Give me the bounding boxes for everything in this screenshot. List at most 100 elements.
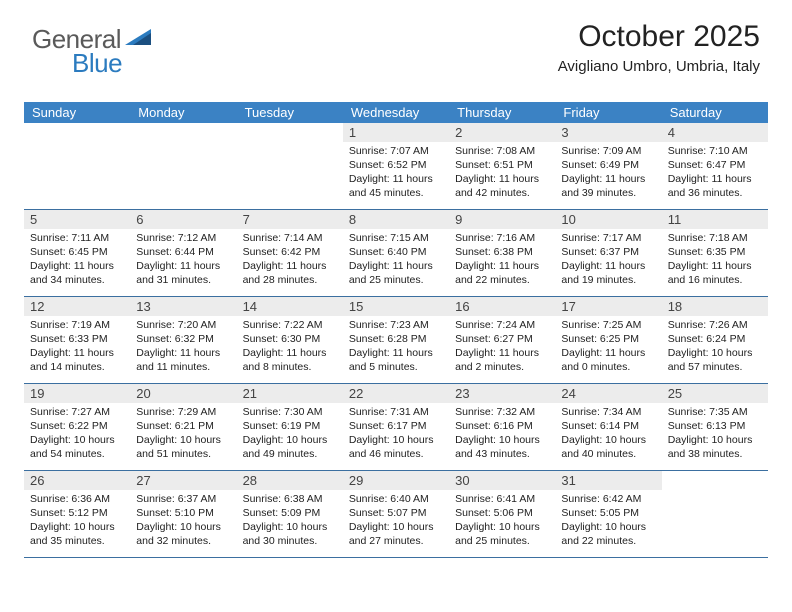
info-line: Sunrise: 6:42 AM xyxy=(561,493,655,507)
info-line: Sunset: 6:21 PM xyxy=(136,420,230,434)
day-info: Sunrise: 6:40 AMSunset: 5:07 PMDaylight:… xyxy=(349,493,443,548)
dow-friday: Friday xyxy=(555,102,661,123)
info-line: and 2 minutes. xyxy=(455,361,549,375)
day-number: 11 xyxy=(662,210,768,229)
info-line: Sunrise: 6:36 AM xyxy=(30,493,124,507)
dow-wednesday: Wednesday xyxy=(343,102,449,123)
info-line: Daylight: 11 hours xyxy=(668,260,762,274)
day-number: 7 xyxy=(237,210,343,229)
info-line: Daylight: 10 hours xyxy=(668,434,762,448)
day-number: 30 xyxy=(449,471,555,490)
day-number: 10 xyxy=(555,210,661,229)
info-line: Sunset: 6:30 PM xyxy=(243,333,337,347)
info-line: Sunset: 6:42 PM xyxy=(243,246,337,260)
day-cell: 7Sunrise: 7:14 AMSunset: 6:42 PMDaylight… xyxy=(237,210,343,296)
weeks-container: 1Sunrise: 7:07 AMSunset: 6:52 PMDaylight… xyxy=(24,123,768,558)
day-info: Sunrise: 7:25 AMSunset: 6:25 PMDaylight:… xyxy=(561,319,655,374)
day-info: Sunrise: 7:20 AMSunset: 6:32 PMDaylight:… xyxy=(136,319,230,374)
info-line: Sunrise: 7:35 AM xyxy=(668,406,762,420)
info-line: Sunrise: 7:14 AM xyxy=(243,232,337,246)
day-number: 25 xyxy=(662,384,768,403)
day-cell: 30 Sunrise: 6:41 AMSunset: 5:06 PMDayligh… xyxy=(449,471,555,557)
day-number: 29 xyxy=(343,471,449,490)
info-line: Daylight: 11 hours xyxy=(455,173,549,187)
day-cell: 25Sunrise: 7:35 AMSunset: 6:13 PMDayligh… xyxy=(662,384,768,470)
day-info: Sunrise: 7:11 AMSunset: 6:45 PMDaylight:… xyxy=(30,232,124,287)
dow-saturday: Saturday xyxy=(662,102,768,123)
day-info: Sunrise: 7:23 AMSunset: 6:28 PMDaylight:… xyxy=(349,319,443,374)
day-cell: 22Sunrise: 7:31 AMSunset: 6:17 PMDayligh… xyxy=(343,384,449,470)
info-line: Sunset: 5:05 PM xyxy=(561,507,655,521)
info-line: and 32 minutes. xyxy=(136,535,230,549)
info-line: and 22 minutes. xyxy=(455,274,549,288)
info-line: Daylight: 10 hours xyxy=(455,521,549,535)
info-line: Sunset: 6:17 PM xyxy=(349,420,443,434)
day-info: Sunrise: 7:08 AMSunset: 6:51 PMDaylight:… xyxy=(455,145,549,200)
info-line: Sunset: 6:45 PM xyxy=(30,246,124,260)
info-line: Sunrise: 7:15 AM xyxy=(349,232,443,246)
info-line: Sunrise: 7:26 AM xyxy=(668,319,762,333)
info-line: and 49 minutes. xyxy=(243,448,337,462)
day-cell: 12Sunrise: 7:19 AMSunset: 6:33 PMDayligh… xyxy=(24,297,130,383)
info-line: and 30 minutes. xyxy=(243,535,337,549)
day-info: Sunrise: 7:18 AMSunset: 6:35 PMDaylight:… xyxy=(668,232,762,287)
info-line: and 46 minutes. xyxy=(349,448,443,462)
day-info: Sunrise: 7:27 AMSunset: 6:22 PMDaylight:… xyxy=(30,406,124,461)
info-line: Sunset: 5:09 PM xyxy=(243,507,337,521)
day-cell: 28 Sunrise: 6:38 AMSunset: 5:09 PMDayligh… xyxy=(237,471,343,557)
info-line: Daylight: 11 hours xyxy=(668,173,762,187)
week-row: 19 Sunrise: 7:27 AMSunset: 6:22 PMDayligh… xyxy=(24,384,768,471)
day-info: Sunrise: 7:10 AMSunset: 6:47 PMDaylight:… xyxy=(668,145,762,200)
dow-thursday: Thursday xyxy=(449,102,555,123)
info-line: Sunset: 6:40 PM xyxy=(349,246,443,260)
info-line: Daylight: 10 hours xyxy=(243,521,337,535)
info-line: and 28 minutes. xyxy=(243,274,337,288)
info-line: Daylight: 10 hours xyxy=(30,521,124,535)
day-info: Sunrise: 7:24 AMSunset: 6:27 PMDaylight:… xyxy=(455,319,549,374)
info-line: Sunset: 6:35 PM xyxy=(668,246,762,260)
day-info: Sunrise: 7:32 AMSunset: 6:16 PMDaylight:… xyxy=(455,406,549,461)
info-line: and 25 minutes. xyxy=(455,535,549,549)
info-line: Sunrise: 7:23 AM xyxy=(349,319,443,333)
day-number: 15 xyxy=(343,297,449,316)
day-cell: 2Sunrise: 7:08 AMSunset: 6:51 PMDaylight… xyxy=(449,123,555,209)
info-line: Daylight: 10 hours xyxy=(30,434,124,448)
info-line: Daylight: 10 hours xyxy=(136,521,230,535)
day-info: Sunrise: 7:30 AMSunset: 6:19 PMDaylight:… xyxy=(243,406,337,461)
day-number: 18 xyxy=(662,297,768,316)
day-cell: 14Sunrise: 7:22 AMSunset: 6:30 PMDayligh… xyxy=(237,297,343,383)
info-line: Daylight: 11 hours xyxy=(30,260,124,274)
info-line: Daylight: 10 hours xyxy=(561,521,655,535)
day-info: Sunrise: 7:19 AMSunset: 6:33 PMDaylight:… xyxy=(30,319,124,374)
day-cell: 29 Sunrise: 6:40 AMSunset: 5:07 PMDayligh… xyxy=(343,471,449,557)
day-number: 28 xyxy=(237,471,343,490)
info-line: and 16 minutes. xyxy=(668,274,762,288)
day-number: 19 xyxy=(24,384,130,403)
info-line: Sunrise: 7:17 AM xyxy=(561,232,655,246)
info-line: Sunrise: 6:38 AM xyxy=(243,493,337,507)
info-line: Sunrise: 7:31 AM xyxy=(349,406,443,420)
info-line: Sunrise: 6:41 AM xyxy=(455,493,549,507)
info-line: Daylight: 11 hours xyxy=(243,347,337,361)
day-cell: 20Sunrise: 7:29 AMSunset: 6:21 PMDayligh… xyxy=(130,384,236,470)
day-cell xyxy=(130,123,236,209)
info-line: Sunset: 6:22 PM xyxy=(30,420,124,434)
info-line: Sunrise: 7:19 AM xyxy=(30,319,124,333)
day-cell: 24Sunrise: 7:34 AMSunset: 6:14 PMDayligh… xyxy=(555,384,661,470)
day-info: Sunrise: 7:12 AMSunset: 6:44 PMDaylight:… xyxy=(136,232,230,287)
week-row: 12Sunrise: 7:19 AMSunset: 6:33 PMDayligh… xyxy=(24,297,768,384)
info-line: and 57 minutes. xyxy=(668,361,762,375)
info-line: Sunrise: 7:32 AM xyxy=(455,406,549,420)
info-line: Daylight: 10 hours xyxy=(455,434,549,448)
day-info: Sunrise: 6:41 AMSunset: 5:06 PMDaylight:… xyxy=(455,493,549,548)
info-line: Daylight: 11 hours xyxy=(455,347,549,361)
info-line: Sunset: 6:24 PM xyxy=(668,333,762,347)
day-info: Sunrise: 7:07 AMSunset: 6:52 PMDaylight:… xyxy=(349,145,443,200)
day-info: Sunrise: 7:16 AMSunset: 6:38 PMDaylight:… xyxy=(455,232,549,287)
info-line: Daylight: 11 hours xyxy=(136,260,230,274)
day-number: 27 xyxy=(130,471,236,490)
day-cell: 19 Sunrise: 7:27 AMSunset: 6:22 PMDayligh… xyxy=(24,384,130,470)
info-line: and 35 minutes. xyxy=(30,535,124,549)
info-line: and 54 minutes. xyxy=(30,448,124,462)
day-cell xyxy=(237,123,343,209)
